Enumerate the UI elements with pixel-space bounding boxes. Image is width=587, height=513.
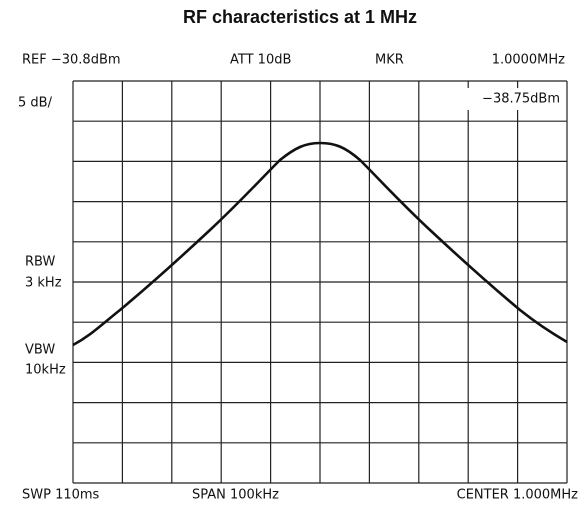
vbw-label: VBW [25, 343, 55, 358]
vbw-value: 10kHz [25, 363, 66, 378]
rbw-label: RBW [25, 255, 55, 270]
center: CENTER 1.000MHz [457, 488, 579, 503]
marker-label: MKR [375, 53, 404, 68]
graticule [72, 80, 568, 484]
attenuation: ATT 10dB [230, 53, 291, 68]
marker-frequency: 1.0000MHz [492, 53, 565, 68]
title: RF characteristics at 1 MHz [183, 7, 417, 27]
rbw-value: 3 kHz [25, 276, 62, 291]
scale: 5 dB/ [18, 96, 53, 111]
marker-level: −38.75dBm [482, 92, 560, 107]
trace [72, 141, 568, 347]
ref-level: REF −30.8dBm [22, 53, 121, 68]
span: SPAN 100kHz [192, 488, 279, 503]
marker-box [462, 88, 565, 110]
sweep: SWP 110ms [22, 488, 100, 503]
